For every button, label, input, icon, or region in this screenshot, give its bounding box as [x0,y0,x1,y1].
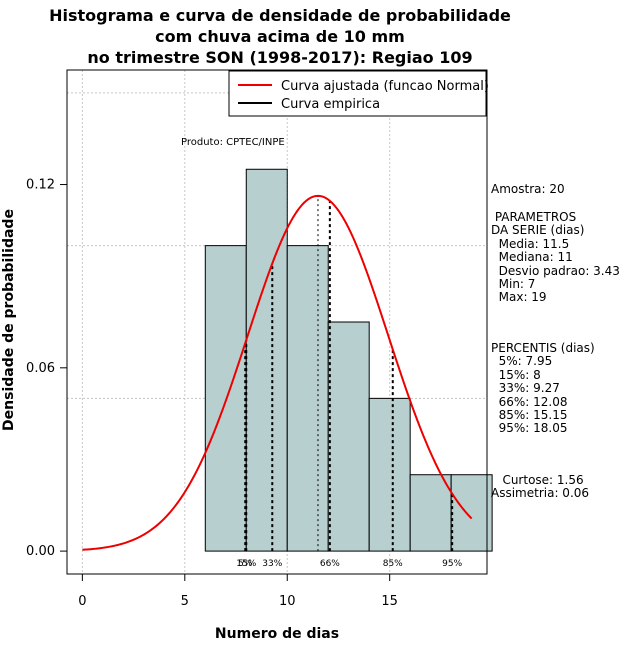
histogram-bar [368,397,411,552]
parameter-line: Media: 11.5 [491,236,570,251]
series-parameters: PARAMETROS DA SERIE (dias) Media: 11.5 Me… [491,210,620,305]
percentile-line: 95%: 18.05 [491,421,568,436]
title-line-3: no trimestre SON (1998-2017): Regiao 109 [87,48,473,67]
title-line-1: Histograma e curva de densidade de proba… [49,6,511,25]
histogram-bar [327,321,370,552]
y-tick-label: 0.00 [26,544,55,559]
parameter-line: Desvio padrao: 3.43 [491,263,620,278]
percentile-line: 66%: 12.08 [491,394,568,409]
chart-title: Histograma e curva de densidade de proba… [0,5,560,68]
shape-stats: Curtose: 1.56 Assimetria: 0.06 [491,473,590,501]
x-tick-label: 15 [381,594,398,609]
normal-curve [82,194,473,551]
y-tick-label: 0.06 [26,361,55,376]
percentile-line: 85%: 15.15 [491,408,568,423]
x-tick-label: 5 [181,594,189,609]
percentile-label: 5% [238,559,253,569]
shape-line: Assimetria: 0.06 [491,486,590,501]
histogram-bar [409,474,452,552]
histogram-bar [245,168,288,552]
title-line-2: com chuva acima de 10 mm [155,27,405,46]
sample-size: Amostra: 20 [491,182,565,196]
y-axis-label: Densidade de probabilidade [1,209,17,431]
percentile-label: 66% [320,559,340,569]
parameter-line: Min: 7 [491,277,536,292]
legend-box [228,70,487,117]
histogram-bar [286,245,329,552]
legend-label-normal: Curva ajustada (funcao Normal) [281,79,489,94]
percentile-label: 85% [383,559,403,569]
legend-label-empirical: Curva empirica [281,97,380,112]
x-tick-label: 10 [279,594,296,609]
percentile-line: PERCENTIS (dias) [491,341,595,355]
x-axis-label: Numero de dias [215,626,339,642]
series-percentiles: PERCENTIS (dias) 5%: 7.95 15%: 8 33%: 9.… [491,341,595,436]
y-tick-label: 0.12 [26,178,55,193]
parameter-line: Max: 19 [491,290,547,305]
shape-line: Curtose: 1.56 [491,473,584,487]
percentile-label: 33% [262,559,282,569]
x-tick-label: 0 [78,594,86,609]
percentile-label: 95% [442,559,462,569]
histogram-bar [450,474,493,552]
percentile-label: 15% [236,559,256,569]
percentile-line: 15%: 8 [491,367,541,382]
parameter-line: PARAMETROS [491,210,577,224]
percentile-line: 33%: 9.27 [491,381,560,396]
plot-frame [66,69,488,575]
percentile-line: 5%: 7.95 [491,354,553,369]
product-note: Produto: CPTEC/INPE [181,137,285,148]
parameter-line: DA SERIE (dias) [491,223,585,238]
parameter-line: Mediana: 11 [491,250,573,265]
